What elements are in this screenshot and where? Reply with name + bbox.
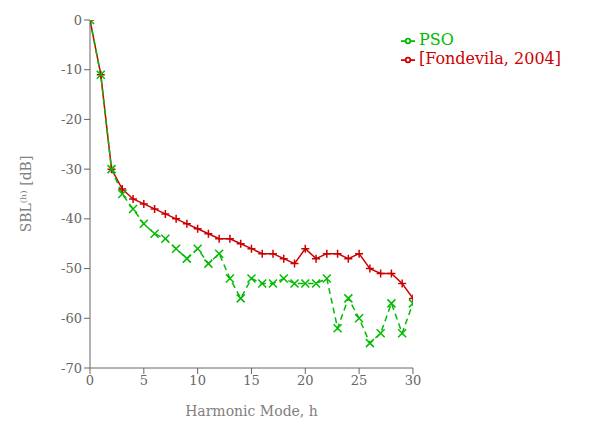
svg-text:-30: -30 [61,162,82,177]
svg-text:30: 30 [405,373,422,388]
svg-text:15: 15 [243,373,260,388]
svg-text:-40: -40 [61,211,82,226]
svg-text:10: 10 [189,373,206,388]
svg-text:SBL⁽ʰ⁾ [dB]: SBL⁽ʰ⁾ [dB] [18,156,34,233]
svg-text:-50: -50 [61,261,82,276]
html-text:PSO: PSO [418,30,454,49]
svg-text:0: 0 [74,13,82,28]
svg-text:-70: -70 [61,361,82,376]
svg-text:-20: -20 [61,112,82,127]
svg-text:Harmonic Mode, h: Harmonic Mode, h [185,403,318,419]
svg-text:25: 25 [351,373,368,388]
svg-text:5: 5 [140,373,148,388]
svg-text:-10: -10 [61,62,82,77]
svg-text:20: 20 [297,373,314,388]
html-text:[Fondevila, 2004]: [Fondevila, 2004] [418,49,561,68]
svg-text:-60: -60 [61,311,82,326]
svg-text:0: 0 [86,373,94,388]
